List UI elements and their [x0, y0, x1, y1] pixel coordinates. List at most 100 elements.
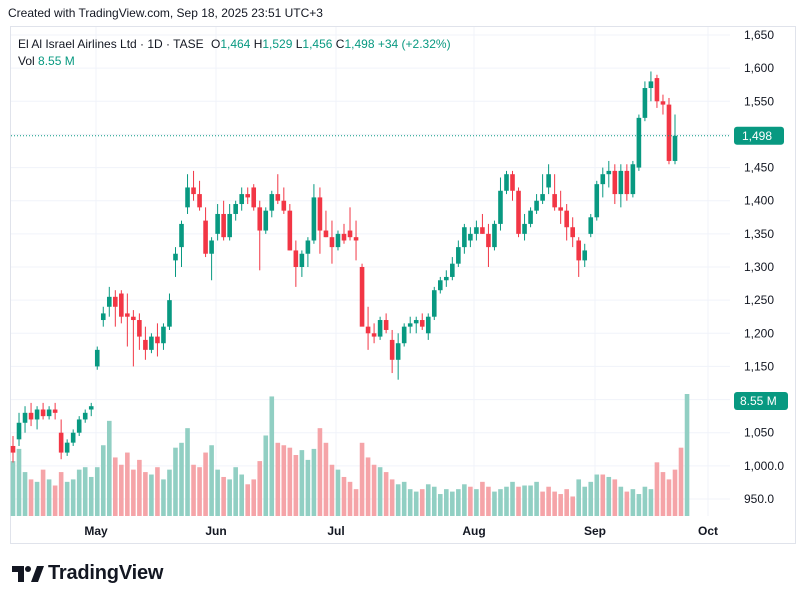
- y-tick-label: 950.0: [744, 492, 774, 506]
- candle: [606, 170, 612, 175]
- candle: [510, 174, 515, 191]
- volume-bar: [660, 472, 666, 516]
- volume-bar: [570, 496, 575, 516]
- volume-bar: [401, 481, 407, 516]
- volume-bar: [486, 486, 491, 516]
- candle: [648, 81, 654, 89]
- volume-bar: [293, 455, 299, 516]
- candle: [137, 320, 142, 337]
- volume-bar: [383, 472, 389, 516]
- y-tick-label: 1,050: [744, 426, 774, 440]
- volume-bar: [179, 442, 184, 516]
- candle: [94, 349, 100, 367]
- brand-name: TradingView: [48, 562, 164, 584]
- volume-bar: [299, 450, 305, 516]
- volume-bar: [371, 464, 377, 516]
- candle: [76, 419, 82, 433]
- symbol-title[interactable]: El Al Israel Airlines Ltd · 1D · TASE: [18, 37, 204, 51]
- volume-bar: [594, 474, 600, 516]
- candle: [58, 432, 64, 453]
- last-volume-label: 8.55 M: [740, 394, 777, 408]
- volume-bar: [612, 479, 618, 516]
- candle: [558, 207, 563, 211]
- candle: [594, 184, 600, 218]
- candle: [486, 233, 491, 248]
- volume-bar: [672, 469, 678, 516]
- volume-bar: [564, 489, 569, 516]
- candle: [666, 104, 672, 161]
- volume-bar: [329, 464, 335, 516]
- volume-bar: [317, 428, 323, 516]
- candle: [425, 316, 431, 334]
- volume-bar: [131, 469, 136, 516]
- open-label: O: [210, 37, 221, 51]
- volume-bar: [94, 467, 100, 516]
- candle: [179, 223, 184, 248]
- volume-bar: [16, 448, 22, 516]
- candle: [287, 210, 293, 251]
- candle: [552, 194, 557, 208]
- candle: [185, 187, 190, 208]
- candle: [293, 250, 299, 267]
- high-label: H: [253, 37, 263, 51]
- volume-bar: [474, 489, 479, 516]
- y-tick-label: 1,650: [744, 28, 774, 42]
- volume-bar: [269, 396, 275, 516]
- volume-bar: [215, 469, 220, 516]
- candle: [34, 409, 40, 420]
- volume-bar: [221, 476, 226, 516]
- volume-bar: [510, 481, 515, 516]
- candle: [149, 336, 154, 350]
- volume-bar: [492, 491, 497, 516]
- x-tick-label: May: [84, 524, 108, 538]
- candle: [516, 190, 521, 234]
- candle: [113, 296, 118, 307]
- candle: [534, 200, 539, 211]
- y-tick-label: 1,400: [744, 194, 774, 208]
- volume-bar: [425, 484, 431, 516]
- candle: [317, 197, 323, 231]
- candle: [82, 412, 88, 420]
- candle: [131, 316, 136, 321]
- tradingview-brand[interactable]: TradingView: [12, 562, 163, 585]
- candle: [654, 78, 660, 102]
- volume-bar: [251, 479, 257, 516]
- candle: [672, 135, 678, 161]
- volume-bar: [46, 479, 52, 516]
- candle: [450, 263, 455, 277]
- candle: [582, 250, 588, 261]
- candle: [155, 336, 160, 344]
- tradingview-logo-icon: [12, 565, 44, 582]
- candle: [564, 210, 569, 228]
- volume-bar: [498, 489, 503, 516]
- high-value: 1,529: [262, 37, 293, 51]
- y-tick-label: 1,350: [744, 227, 774, 241]
- last-price-tag: [734, 126, 784, 145]
- volume-bar: [40, 469, 46, 516]
- candle: [371, 333, 377, 337]
- volume-bar: [185, 428, 190, 516]
- volume-bar: [678, 447, 684, 516]
- candle: [456, 247, 461, 264]
- candle: [106, 296, 112, 307]
- open-value: 1,464: [220, 37, 251, 51]
- candle: [281, 200, 287, 211]
- candle: [221, 213, 226, 238]
- volume-bar: [70, 479, 76, 516]
- candle: [28, 412, 34, 420]
- volume-bar: [528, 485, 533, 516]
- volume-bar: [552, 491, 557, 516]
- y-tick-label: 1,000.0: [744, 459, 784, 473]
- chart-caption: Created with TradingView.com, Sep 18, 20…: [8, 6, 323, 20]
- candle: [431, 290, 437, 317]
- candle: [353, 237, 359, 241]
- volume-bar: [323, 442, 329, 516]
- candle: [52, 409, 58, 413]
- volume-bar: [191, 464, 196, 516]
- volume-bar: [28, 479, 34, 516]
- volume-bar: [642, 486, 648, 516]
- volume-bar: [64, 481, 70, 516]
- candle: [612, 170, 618, 195]
- last-volume-tag: [734, 392, 788, 410]
